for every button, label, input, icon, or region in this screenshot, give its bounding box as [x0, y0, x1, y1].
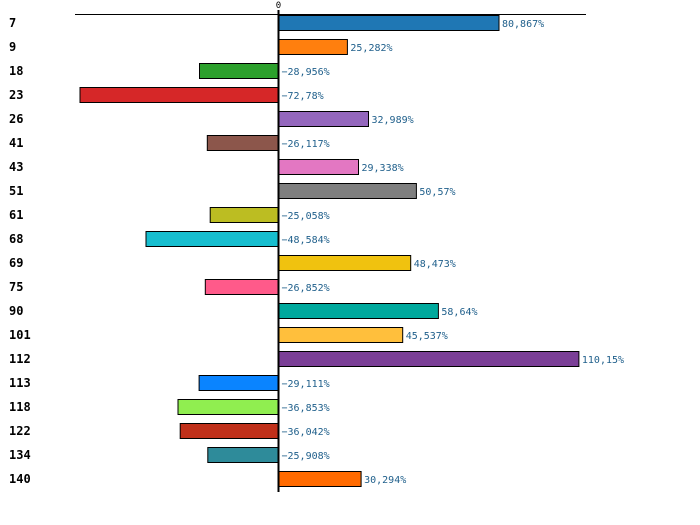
bar-134	[207, 447, 279, 463]
category-label: 75	[9, 280, 23, 294]
bar-69	[278, 255, 412, 271]
value-label: 48,473%	[414, 259, 456, 270]
category-label: 101	[9, 328, 31, 342]
bar-113	[198, 375, 280, 391]
value-label: −36,042%	[282, 427, 330, 438]
value-label: −25,908%	[282, 451, 330, 462]
category-label: 140	[9, 472, 31, 486]
category-label: 122	[9, 424, 31, 438]
bar-7	[278, 15, 500, 31]
bar-112	[278, 351, 580, 367]
bars-group	[79, 15, 580, 487]
value-label: −72,78%	[282, 91, 324, 102]
value-label: 25,282%	[350, 43, 392, 54]
bar-51	[278, 183, 417, 199]
category-label: 51	[9, 184, 23, 198]
bar-140	[278, 471, 362, 487]
value-label: 50,57%	[419, 187, 455, 198]
bar-90	[278, 303, 439, 319]
category-label: 118	[9, 400, 31, 414]
category-label: 90	[9, 304, 23, 318]
value-label: 29,338%	[362, 163, 404, 174]
bar-43	[278, 159, 359, 175]
value-label: −28,956%	[282, 67, 330, 78]
bar-61	[209, 207, 279, 223]
bar-68	[145, 231, 279, 247]
value-label: 110,15%	[582, 355, 624, 366]
category-label: 26	[9, 112, 23, 126]
value-label: −29,111%	[282, 379, 330, 390]
bar-122	[179, 423, 279, 439]
category-label: 112	[9, 352, 31, 366]
value-label: 30,294%	[364, 475, 406, 486]
value-label: −36,853%	[282, 403, 330, 414]
bar-9	[278, 39, 348, 55]
value-label: 80,867%	[502, 19, 544, 30]
category-label: 134	[9, 448, 31, 462]
category-label: 23	[9, 88, 23, 102]
bar-75	[204, 279, 279, 295]
bar-101	[278, 327, 404, 343]
category-label: 43	[9, 160, 23, 174]
bar-118	[177, 399, 279, 415]
bar-41	[206, 135, 279, 151]
bar-26	[278, 111, 369, 127]
category-label: 9	[9, 40, 16, 54]
category-label: 18	[9, 64, 23, 78]
bar-18	[199, 63, 279, 79]
zero-tick-label: 0	[276, 1, 281, 11]
category-label: 61	[9, 208, 23, 222]
value-label: −26,117%	[282, 139, 330, 150]
value-label: −25,058%	[282, 211, 330, 222]
value-label: 32,989%	[372, 115, 414, 126]
category-label: 41	[9, 136, 23, 150]
category-label: 7	[9, 16, 16, 30]
value-label: 58,64%	[441, 307, 477, 318]
category-label: 69	[9, 256, 23, 270]
category-label: 113	[9, 376, 31, 390]
value-label: −48,584%	[282, 235, 330, 246]
bar-23	[79, 87, 279, 103]
category-label: 68	[9, 232, 23, 246]
value-label: −26,852%	[282, 283, 330, 294]
labels-group: 7 80,867% 9 25,282% 18 −28,956% 23 −72,78% 26 32,…	[9, 16, 624, 486]
value-label: 45,537%	[406, 331, 448, 342]
